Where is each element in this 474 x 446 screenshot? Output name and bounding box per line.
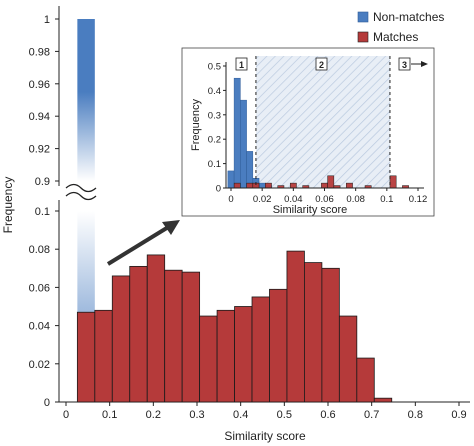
main-x-tick-label: 0: [63, 409, 69, 421]
main-x-tick-label: 0.6: [320, 409, 335, 421]
matches-bar: [146, 254, 166, 403]
main-x-tick-label: 0.8: [408, 409, 423, 421]
inset-y-axis-label: Frequency: [190, 99, 202, 151]
main-x-tick-label: 0.5: [277, 409, 292, 421]
zoom-arrow: [106, 220, 180, 266]
main-plot: 00.020.040.060.080.10.90.920.940.960.981…: [1, 6, 470, 443]
inset-non-matches-bar: [233, 77, 241, 189]
matches-bar: [94, 309, 113, 403]
inset-matches-bar: [233, 182, 241, 189]
main-x-tick-label: 0.7: [364, 409, 379, 421]
matches-bar: [321, 267, 340, 403]
inset-region-2-shading: [255, 56, 390, 188]
inset-matches-bar: [346, 182, 353, 189]
inset-non-matches-bar: [246, 151, 254, 189]
inset-y-tick-label: 0.2: [208, 135, 221, 146]
matches-bar: [111, 275, 131, 403]
legend-swatch-matches: [357, 31, 369, 43]
main-y-tick-label: 0: [44, 397, 50, 409]
main-y-tick-label: 0.9: [35, 176, 50, 188]
inset-x-axis-label: Similarity score: [273, 204, 348, 216]
inset-plot: 0 0.1 0.2 0.3 0.4 0.5 0 0.02 0.04 0.06 0.08 0.1 0.1…: [181, 47, 435, 217]
main-y-tick-label: 0.08: [29, 244, 50, 256]
axis-break-symbol: [60, 183, 112, 201]
inset-x-tick-label: 0.04: [284, 194, 303, 205]
main-y-tick-label: 0.98: [29, 46, 50, 58]
inset-non-matches-bar: [227, 170, 235, 189]
region-label-2: 2: [315, 57, 328, 71]
inset-y-tick-label: 0.3: [208, 110, 221, 121]
legend: Non-matches Matches: [357, 10, 444, 44]
matches-bar: [356, 357, 375, 403]
inset-matches-bar: [265, 182, 272, 189]
main-x-tick-label: 0.9: [451, 409, 466, 421]
main-y-tick-label: 0.02: [29, 359, 50, 371]
main-x-tick-label: 0.3: [189, 409, 204, 421]
inset-y-tick-label: 0.1: [208, 159, 221, 170]
inset-matches-bar: [321, 182, 328, 189]
main-y-tick-label: 0.04: [29, 321, 50, 333]
inset-non-matches-bar: [258, 182, 266, 189]
matches-bar: [373, 397, 393, 403]
svg-text:2: 2: [319, 60, 324, 70]
region-label-1: 1: [235, 57, 248, 71]
main-y-tick-label: 0.96: [29, 79, 50, 91]
inset-matches-bar: [246, 182, 254, 189]
inset-x-tick-label: 0.12: [409, 194, 428, 205]
region-label-3: 3: [398, 57, 428, 71]
main-y-tick-label: 0.92: [29, 144, 50, 156]
main-x-tick-label: 0.1: [102, 409, 117, 421]
inset-matches-bar: [327, 175, 335, 189]
legend-label-non-matches: Non-matches: [373, 10, 444, 24]
inset-non-matches-bar: [240, 99, 247, 189]
inset-y-tick-label: 0: [216, 184, 221, 195]
inset-x-tick-label: 0.02: [253, 194, 272, 205]
main-x-axis-label: Similarity score: [224, 429, 306, 443]
main-y-tick-label: 1: [44, 14, 50, 26]
matches-bar: [251, 296, 270, 403]
matches-bar: [216, 309, 235, 403]
matches-bar: [286, 250, 305, 403]
matches-bar: [338, 315, 358, 403]
main-y-tick-label: 0.94: [29, 111, 50, 123]
svg-text:3: 3: [402, 60, 407, 70]
legend-label-matches: Matches: [373, 30, 418, 44]
matches-bar: [129, 265, 148, 403]
inset-x-tick-label: 0.08: [346, 194, 365, 205]
matches-bar: [164, 269, 183, 403]
inset-y-tick-label: 0.4: [208, 86, 221, 97]
legend-swatch-non-matches: [357, 11, 369, 23]
main-y-tick-label: 0.1: [35, 206, 50, 218]
matches-bar: [199, 315, 218, 403]
matches-bar: [269, 288, 288, 403]
matches-bar: [181, 271, 201, 403]
svg-text:1: 1: [239, 60, 244, 70]
inset-matches-bar: [289, 182, 297, 189]
matches-bar: [76, 311, 96, 403]
main-x-tick-label: 0.4: [233, 409, 248, 421]
inset-x-tick-label: 0.1: [380, 194, 393, 205]
inset-y-tick-label: 0.5: [208, 62, 221, 73]
main-y-axis-label: Frequency: [1, 177, 15, 234]
matches-bar: [234, 306, 253, 403]
main-x-tick-label: 0.2: [146, 409, 161, 421]
matches-bar: [304, 262, 323, 403]
inset-x-tick-label: 0: [228, 194, 233, 205]
non-matches-bar-upper: [77, 19, 95, 181]
inset-x-tick-label: 0.06: [315, 194, 334, 205]
main-y-tick-label: 0.06: [29, 282, 50, 294]
inset-matches-bar: [389, 175, 397, 189]
